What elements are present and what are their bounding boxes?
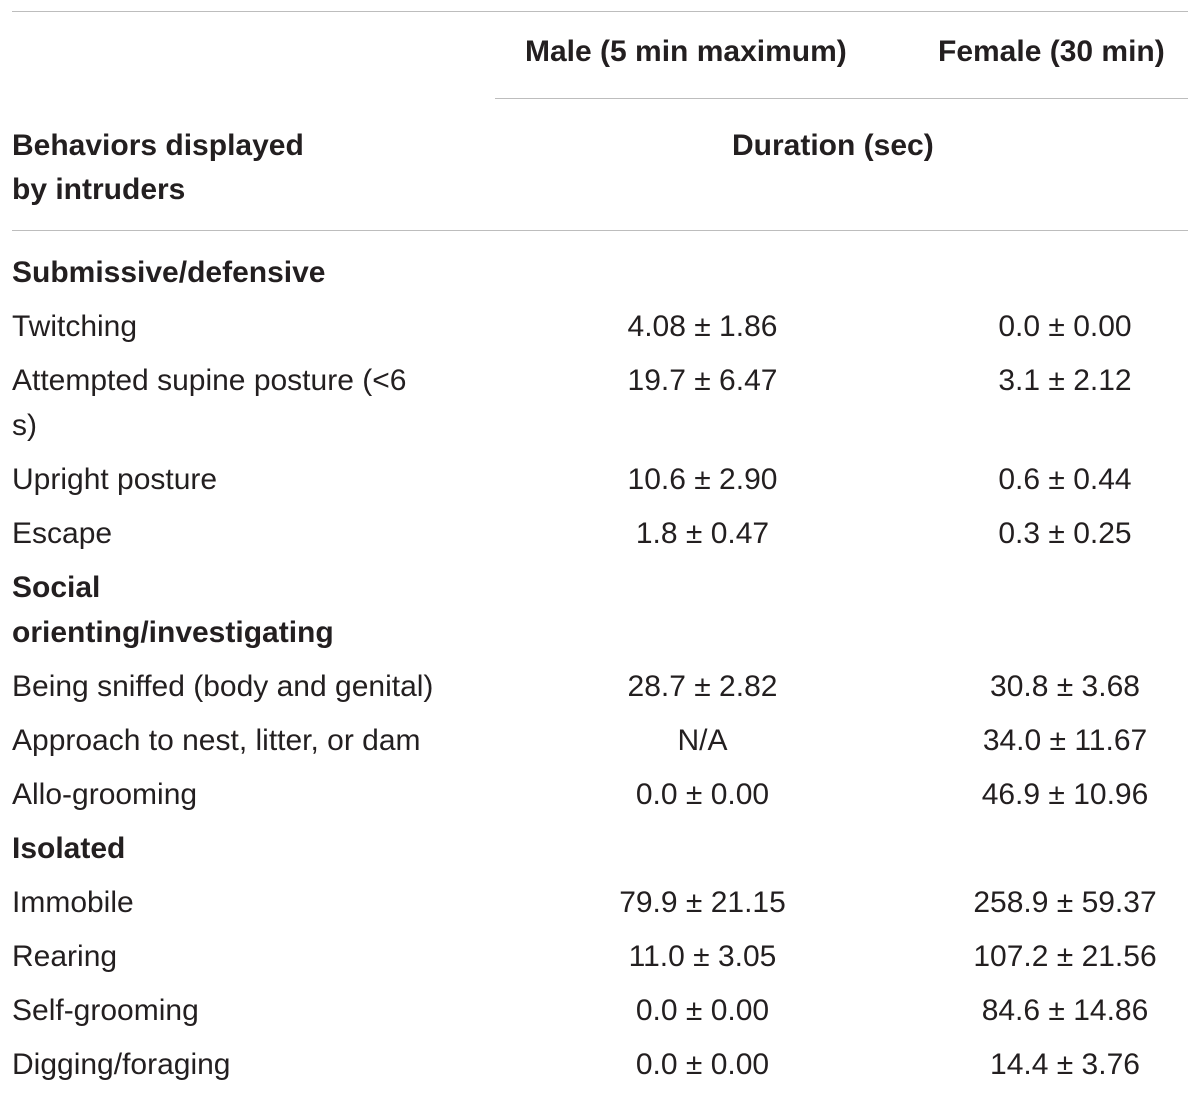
female-value: 3.1 ± 2.12 (998, 364, 1132, 397)
section-title: Submissive/defensive (12, 256, 326, 289)
female-value: 258.9 ± 59.37 (973, 886, 1157, 919)
female-value: 30.8 ± 3.68 (990, 670, 1140, 703)
table-top-rule (12, 11, 1188, 12)
section-title: Social orienting/investigating (12, 571, 334, 649)
female-value: 0.0 ± 0.00 (998, 310, 1132, 343)
female-value: 46.9 ± 10.96 (981, 778, 1149, 811)
header-male: Male (5 min maximum) (525, 35, 847, 68)
row-label: Upright posture (12, 463, 218, 496)
male-value: 0.0 ± 0.00 (635, 994, 770, 1027)
row-label: Approach to nest, litter, or dam (12, 724, 421, 757)
female-value: 34.0 ± 11.67 (982, 724, 1148, 757)
row-label: Self-grooming (12, 994, 199, 1027)
row-label: Allo-grooming (12, 778, 198, 811)
female-value: 84.6 ± 14.86 (981, 994, 1149, 1027)
row-label: Rearing (12, 940, 118, 973)
header-bottom-rule (12, 230, 1188, 231)
female-value: 0.3 ± 0.25 (998, 517, 1132, 550)
male-value: 28.7 ± 2.82 (627, 670, 778, 703)
female-value: 107.2 ± 21.56 (973, 940, 1157, 973)
row-label: Twitching (12, 310, 138, 343)
male-value: 10.6 ± 2.90 (627, 463, 778, 496)
row-label: Digging/foraging (12, 1048, 231, 1081)
section-title: Isolated (12, 832, 126, 865)
male-value: 0.0 ± 0.00 (635, 1048, 770, 1081)
male-value: 19.7 ± 6.47 (627, 364, 778, 397)
row-label: Escape (12, 517, 113, 550)
male-value: 0.0 ± 0.00 (635, 778, 770, 811)
male-value: N/A (677, 724, 728, 757)
male-value: 79.9 ± 21.15 (619, 886, 786, 919)
female-value: 0.6 ± 0.44 (998, 463, 1132, 496)
row-label: Being sniffed (body and genital) (12, 670, 434, 703)
male-value: 11.0 ± 3.05 (628, 940, 777, 973)
header-female: Female (30 min) (938, 35, 1165, 68)
male-value: 1.8 ± 0.47 (635, 517, 770, 550)
male-value: 4.08 ± 1.86 (627, 310, 778, 343)
header-row-label: Behaviors displayed by intruders (12, 129, 304, 206)
row-label: Immobile (12, 886, 134, 919)
header-duration: Duration (sec) (732, 129, 934, 162)
column-group-rule (495, 98, 1188, 99)
row-label: Attempted supine posture (<6 s) (12, 364, 407, 442)
female-value: 14.4 ± 3.76 (990, 1048, 1140, 1081)
